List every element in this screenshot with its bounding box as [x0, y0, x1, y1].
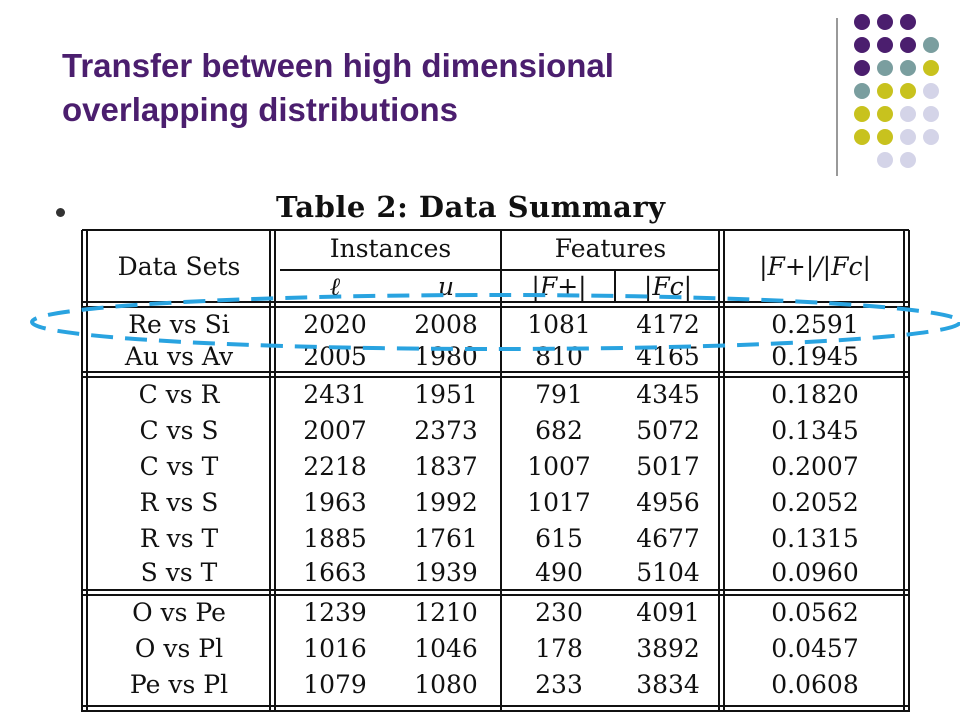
cell-data-set: Re vs Si [128, 310, 230, 339]
header-f-c: |Fc| [643, 272, 693, 301]
cell-f-c: 5072 [636, 416, 700, 445]
cell-f-plus: 791 [535, 380, 583, 409]
cell-f-plus: 178 [535, 634, 583, 663]
cell-f-c: 4091 [636, 598, 700, 627]
cell-l: 1079 [303, 670, 367, 699]
cell-l: 1239 [303, 598, 367, 627]
cell-f-plus: 1017 [527, 488, 591, 517]
slide-title-line-1: Transfer between high dimensional [62, 47, 614, 84]
cell-data-set: R vs S [139, 488, 219, 517]
cell-ratio: 0.0457 [771, 634, 859, 663]
cell-data-set: Au vs Av [124, 342, 234, 371]
cell-ratio: 0.1315 [771, 524, 859, 553]
cell-u: 2008 [414, 310, 478, 339]
cell-u: 1761 [414, 524, 478, 553]
cell-data-set: O vs Pe [132, 598, 226, 627]
cell-f-c: 5017 [636, 452, 700, 481]
header-f-plus: |F+| [531, 272, 587, 301]
slide-title: Transfer between high dimensional overla… [62, 44, 802, 132]
cell-f-c: 3834 [636, 670, 700, 699]
cell-u: 1210 [414, 598, 478, 627]
cell-l: 1663 [303, 558, 367, 587]
cell-u: 1837 [414, 452, 478, 481]
header-features: Features [554, 234, 667, 263]
title-divider-line [836, 18, 838, 176]
cell-ratio: 0.0960 [771, 558, 859, 587]
cell-u: 1951 [414, 380, 478, 409]
cell-data-set: O vs Pl [134, 634, 224, 663]
cell-u: 1080 [414, 670, 478, 699]
cell-f-c: 5104 [636, 558, 700, 587]
header-l: ℓ [329, 272, 341, 301]
cell-f-c: 4345 [636, 380, 700, 409]
cell-ratio: 0.1345 [771, 416, 859, 445]
cell-u: 1046 [414, 634, 478, 663]
cell-f-c: 4165 [636, 342, 700, 371]
cell-f-plus: 490 [535, 558, 583, 587]
table-caption: Table 2: Data Summary [276, 190, 666, 224]
cell-f-c: 4172 [636, 310, 700, 339]
cell-u: 1939 [414, 558, 478, 587]
cell-l: 2431 [303, 380, 367, 409]
cell-l: 2007 [303, 416, 367, 445]
cell-l: 2218 [303, 452, 367, 481]
cell-u: 1980 [414, 342, 478, 371]
cell-ratio: 0.1945 [771, 342, 859, 371]
cell-f-plus: 230 [535, 598, 583, 627]
header-u: u [437, 272, 455, 301]
cell-ratio: 0.0608 [771, 670, 859, 699]
cell-u: 1992 [414, 488, 478, 517]
cell-f-c: 4677 [636, 524, 700, 553]
cell-f-plus: 1007 [527, 452, 591, 481]
slide-title-line-2: overlapping distributions [62, 91, 459, 128]
cell-u: 2373 [414, 416, 478, 445]
cell-l: 2005 [303, 342, 367, 371]
header-data-sets: Data Sets [117, 252, 241, 281]
cell-l: 2020 [303, 310, 367, 339]
cell-f-c: 4956 [636, 488, 700, 517]
bullet-point [56, 208, 65, 217]
cell-ratio: 0.0562 [771, 598, 859, 627]
header-ratio: |F+|/|Fc| [759, 252, 871, 281]
cell-ratio: 0.1820 [771, 380, 859, 409]
header-instances: Instances [329, 234, 452, 263]
cell-data-set: R vs T [139, 524, 219, 553]
cell-l: 1963 [303, 488, 367, 517]
cell-ratio: 0.2052 [771, 488, 859, 517]
cell-f-plus: 810 [535, 342, 583, 371]
cell-f-plus: 682 [535, 416, 583, 445]
cell-f-plus: 233 [535, 670, 583, 699]
cell-data-set: C vs R [138, 380, 220, 409]
cell-l: 1016 [303, 634, 367, 663]
cell-ratio: 0.2007 [771, 452, 859, 481]
cell-data-set: C vs T [139, 452, 219, 481]
cell-ratio: 0.2591 [771, 310, 859, 339]
cell-data-set: C vs S [139, 416, 219, 445]
cell-f-c: 3892 [636, 634, 700, 663]
cell-f-plus: 615 [535, 524, 583, 553]
cell-l: 1885 [303, 524, 367, 553]
cell-data-set: Pe vs Pl [129, 670, 229, 699]
cell-f-plus: 1081 [527, 310, 591, 339]
cell-data-set: S vs T [140, 558, 218, 587]
